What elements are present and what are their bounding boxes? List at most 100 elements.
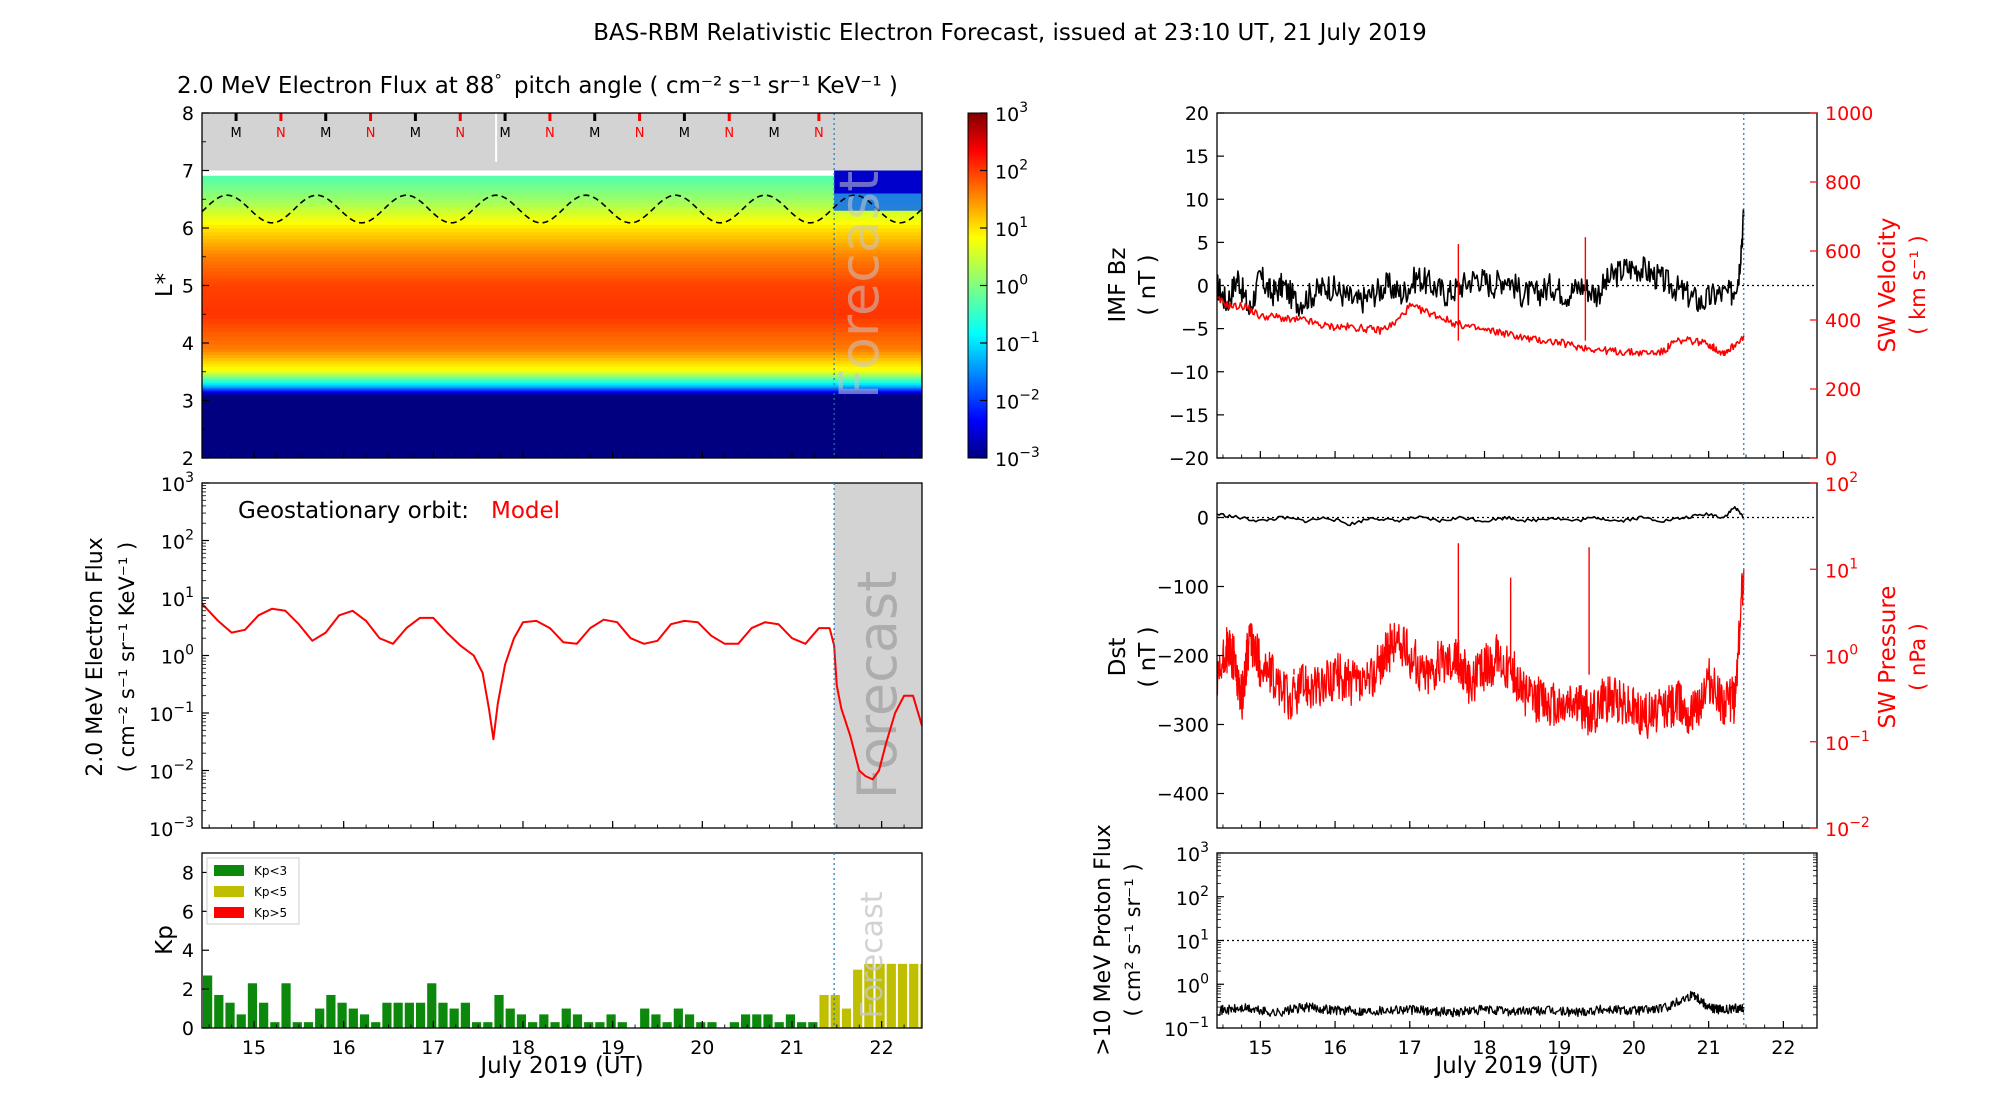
kp-bar bbox=[382, 1002, 392, 1028]
tick-exponent: 3 bbox=[185, 470, 194, 486]
tick-exponent: 2 bbox=[185, 528, 194, 544]
kp-bar bbox=[808, 1022, 818, 1028]
kp-bar bbox=[270, 1022, 280, 1028]
heatmap-band bbox=[202, 306, 922, 312]
kp-bar bbox=[853, 969, 863, 1028]
heatmap-band bbox=[202, 263, 922, 269]
geo-flux-plot bbox=[202, 602, 922, 781]
geo-ylabel-unit-1: s⁻¹ bbox=[115, 669, 139, 699]
tick-base: 10 bbox=[995, 162, 1019, 184]
tick-exponent: −3 bbox=[173, 815, 194, 831]
kp-bar bbox=[337, 1002, 347, 1028]
heatmap-band bbox=[202, 371, 922, 375]
tick-exponent: 2 bbox=[1019, 158, 1028, 174]
heatmap-band bbox=[202, 410, 922, 419]
tick-exponent: −1 bbox=[173, 700, 194, 716]
heatmap-band bbox=[202, 241, 922, 247]
y-tick-label: −300 bbox=[1157, 715, 1209, 737]
heatmap-marker-label: M bbox=[410, 126, 421, 141]
kp-bar bbox=[841, 1008, 852, 1028]
kp-bar bbox=[595, 1022, 605, 1028]
heatmap-band bbox=[202, 198, 922, 204]
tick-exponent: 1 bbox=[1200, 928, 1209, 944]
heatmap-band bbox=[202, 195, 922, 200]
x-tick-label: 22 bbox=[870, 1037, 894, 1059]
heatmap-band bbox=[202, 259, 922, 265]
heatmap-band bbox=[202, 449, 922, 458]
heatmap-band bbox=[202, 193, 922, 197]
kp-frame bbox=[201, 852, 923, 1029]
heatmap-band bbox=[202, 274, 922, 279]
y-tick-label: 2 bbox=[182, 448, 194, 470]
heatmap-band bbox=[202, 205, 922, 211]
kp-bar bbox=[214, 994, 224, 1028]
y-tick-label: 10−1 bbox=[1825, 729, 1870, 755]
dst-right-units: ( nPa ) bbox=[1906, 623, 1930, 691]
tick-base: 10 bbox=[995, 104, 1019, 126]
heatmap-title-unit-3: KeV⁻¹ bbox=[816, 73, 881, 99]
y-tick-label: 6 bbox=[182, 901, 194, 923]
heatmap-band bbox=[202, 322, 922, 328]
tick-base: 10 bbox=[1176, 844, 1200, 866]
y-tick-label: 5 bbox=[1197, 232, 1209, 254]
heatmap-band bbox=[202, 354, 922, 358]
tick-base: 10 bbox=[1164, 1019, 1188, 1041]
geo-forecast-watermark: Forecast bbox=[846, 571, 909, 800]
heatmap-nodata-band bbox=[202, 113, 922, 171]
imf-ylabel-units: ( nT ) bbox=[1135, 254, 1161, 315]
kp-bar bbox=[875, 963, 885, 1028]
dst-ylabel: Dst bbox=[1105, 638, 1131, 677]
heatmap-band bbox=[202, 213, 922, 218]
x-tick-label: 20 bbox=[1622, 1037, 1646, 1059]
tick-exponent: 0 bbox=[1200, 971, 1209, 987]
y-tick-label: 102 bbox=[161, 528, 194, 554]
kp-bar bbox=[707, 1022, 717, 1028]
y-tick-label: 0 bbox=[182, 1018, 194, 1040]
proton-ylabel: >10 MeV Proton Flux bbox=[1091, 824, 1116, 1056]
y-tick-label: −5 bbox=[1181, 319, 1209, 341]
kp-bar bbox=[572, 1014, 583, 1028]
heatmap-title-degree: ° bbox=[494, 71, 502, 89]
x-tick-label: 15 bbox=[1248, 1037, 1272, 1059]
heatmap-band bbox=[202, 356, 922, 361]
y-tick-label: −400 bbox=[1157, 784, 1209, 806]
heatmap-band bbox=[202, 292, 922, 297]
tick-exponent: 0 bbox=[1849, 643, 1858, 659]
heatmap-band bbox=[202, 402, 922, 412]
imf-plot bbox=[1217, 208, 1745, 357]
kp-bar bbox=[584, 1022, 594, 1028]
tick-base: 10 bbox=[149, 762, 173, 784]
heatmap-marker-label: M bbox=[589, 126, 600, 141]
heatmap-band bbox=[202, 181, 922, 186]
tick-exponent: −1 bbox=[1019, 330, 1040, 346]
kp-bar bbox=[427, 983, 437, 1028]
dst-ylabel-units: ( nT ) bbox=[1135, 626, 1161, 687]
y-tick-label: −200 bbox=[1157, 646, 1209, 668]
x-tick-label: 15 bbox=[242, 1037, 266, 1059]
heatmap-forecast-depletion bbox=[834, 170, 922, 194]
tick-base: 10 bbox=[1176, 888, 1200, 910]
geo-ylabel: 2.0 MeV Electron Flux bbox=[83, 537, 108, 777]
tick-exponent: 0 bbox=[1019, 273, 1028, 289]
proton-ylabel-units: ( cm² s⁻¹ sr⁻¹ ) bbox=[1121, 863, 1145, 1016]
heatmap-band bbox=[202, 433, 922, 443]
kp-bar bbox=[359, 1014, 370, 1028]
kp-bar bbox=[494, 994, 504, 1028]
kp-bar bbox=[471, 1022, 482, 1028]
x-tick-label: 17 bbox=[421, 1037, 445, 1059]
heatmap-band bbox=[202, 326, 922, 332]
tick-exponent: −2 bbox=[1849, 815, 1870, 831]
x-tick-label: 19 bbox=[1547, 1037, 1571, 1059]
y-tick-label: 1000 bbox=[1825, 103, 1873, 125]
heatmap-band bbox=[202, 376, 922, 380]
heatmap-band bbox=[202, 391, 922, 394]
proton-ylabel-unit-1: s⁻¹ bbox=[1121, 924, 1145, 954]
heatmap-band bbox=[202, 285, 922, 290]
x-tick-label: 16 bbox=[332, 1037, 356, 1059]
heatmap-marker-label: M bbox=[679, 126, 690, 141]
tick-base: 10 bbox=[149, 704, 173, 726]
y-tick-label: 2 bbox=[182, 979, 194, 1001]
